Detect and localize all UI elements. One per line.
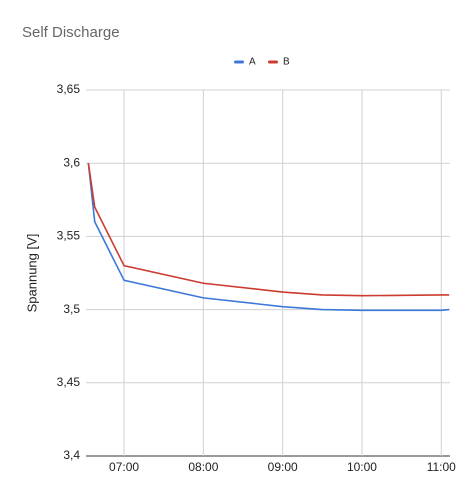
y-tick-label: 3,4 [63, 448, 80, 462]
chart-title: Self Discharge [22, 24, 120, 41]
legend-swatch [234, 60, 244, 64]
y-tick-label: 3,6 [63, 155, 80, 169]
x-tick-label: 07:00 [109, 460, 139, 474]
legend-label: B [283, 57, 290, 68]
y-tick-label: 3,65 [57, 82, 81, 96]
line-series [87, 163, 450, 297]
y-tick-label: 3,45 [57, 375, 81, 389]
y-tick-label: 3,5 [63, 302, 80, 316]
x-tick-label: 08:00 [188, 460, 218, 474]
line-series [87, 163, 450, 312]
legend-label: A [249, 57, 256, 68]
x-tick-label: 10:00 [347, 460, 377, 474]
y-tick-label: 3,55 [57, 229, 81, 243]
x-tick-label: 09:00 [268, 460, 298, 474]
x-tick-label: 11:00 [427, 460, 456, 474]
y-axis-label: Spannung [V] [24, 234, 39, 313]
legend-swatch [268, 60, 278, 64]
